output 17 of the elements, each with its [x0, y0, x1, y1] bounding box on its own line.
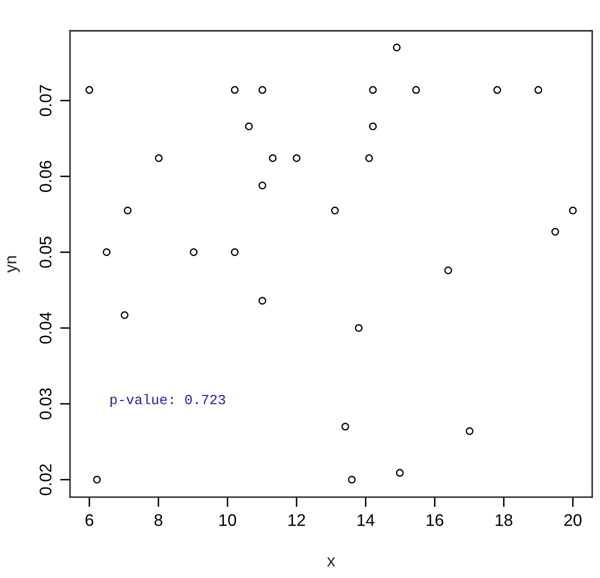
y-axis-title: yn — [7, 256, 20, 273]
x-tick-label: 10 — [220, 514, 236, 526]
x-tick-label: 12 — [288, 514, 306, 526]
y-tick-label: 0.02 — [40, 464, 52, 496]
y-tick-label: 0.07 — [40, 85, 52, 116]
y-tick-label: 0.03 — [40, 388, 52, 420]
x-axis-title: x — [327, 558, 336, 566]
x-tick-label: 18 — [496, 514, 512, 526]
x-tick-label: 14 — [358, 514, 374, 526]
x-tick-label: 6 — [86, 514, 94, 526]
x-tick-label: 16 — [426, 514, 444, 526]
annotation: p-value: 0.723 — [110, 394, 226, 408]
x-tick-label: 8 — [154, 514, 162, 526]
y-tick-label: 0.06 — [40, 160, 52, 192]
y-tick-label: 0.05 — [40, 236, 52, 268]
y-tick-label: 0.04 — [40, 312, 52, 344]
x-tick-label: 20 — [564, 514, 582, 526]
